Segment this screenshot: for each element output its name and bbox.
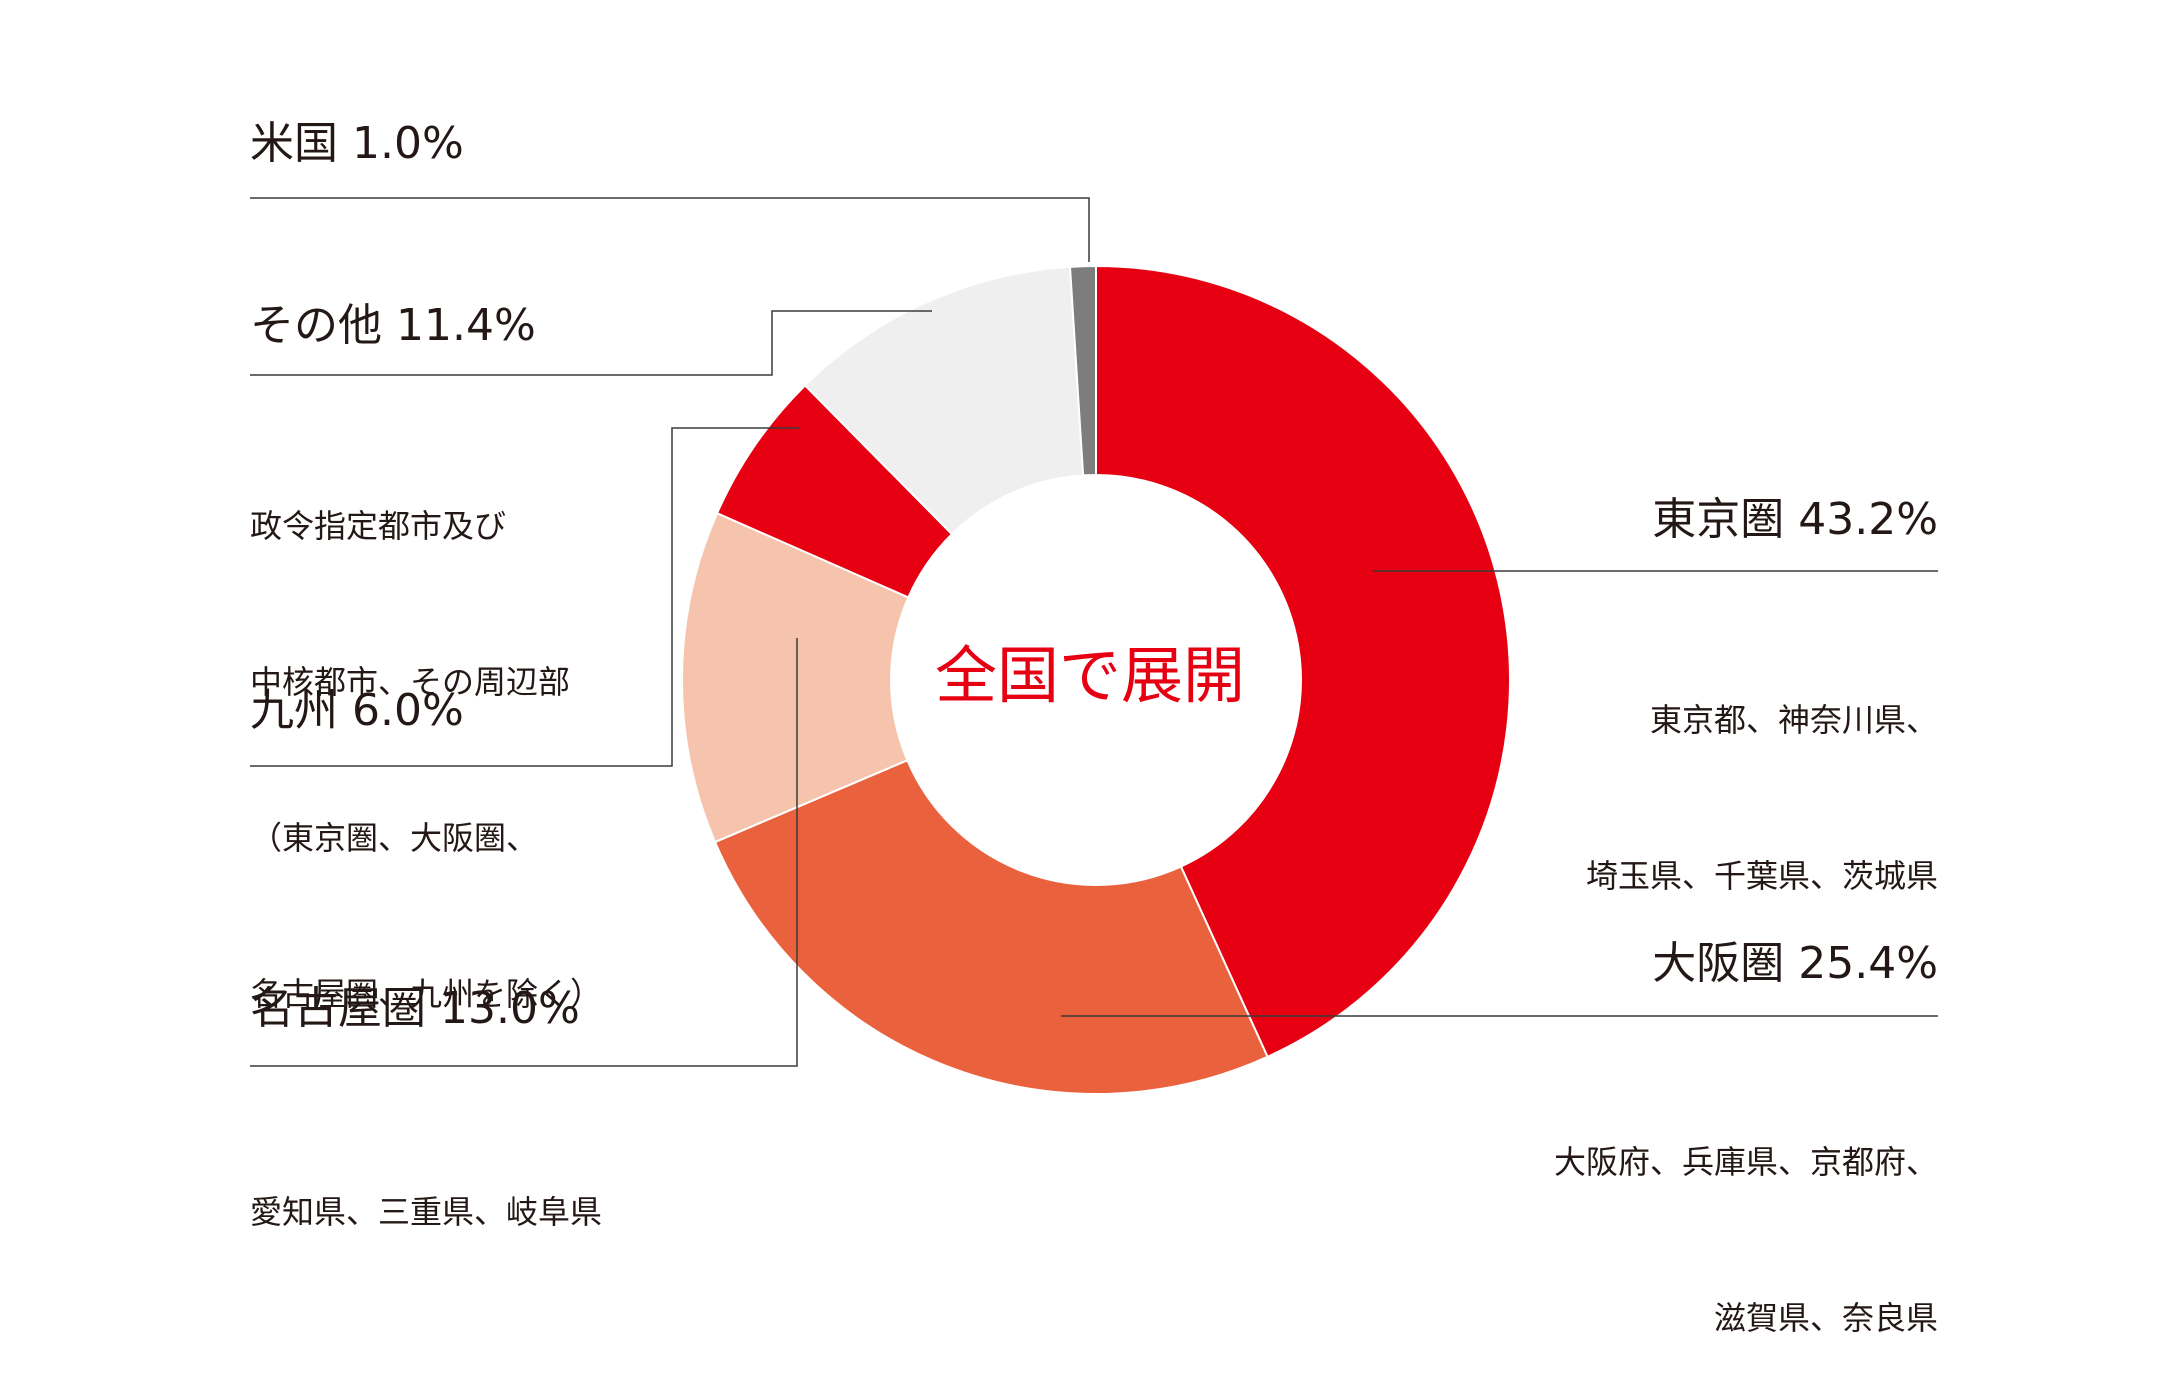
- desc-osaka-line: 大阪府、兵庫県、京都府、: [1553, 1143, 1938, 1181]
- donut-chart: [250, 197, 1938, 1095]
- desc-osaka: 大阪府、兵庫県、京都府、 滋賀県、奈良県: [1554, 1032, 1938, 1396]
- desc-nagoya: 愛知県、三重県、岐阜県: [250, 1082, 602, 1290]
- leader-line-4: [250, 310, 932, 376]
- leader-line-2: [250, 638, 798, 1067]
- leader-line-3: [250, 427, 799, 767]
- label-nagoya: 名古屋圏 13.0%: [250, 983, 580, 1034]
- leader-lines: [250, 197, 1938, 1067]
- leader-line-5: [250, 197, 1090, 262]
- desc-other-line: （東京圏、大阪圏、: [250, 819, 539, 857]
- desc-osaka-line: 滋賀県、奈良県: [1713, 1299, 1938, 1337]
- slice-2: [681, 511, 910, 844]
- desc-tokyo-line: 東京都、神奈川県、: [1649, 701, 1938, 739]
- desc-other-line: 中核都市、その周辺部: [250, 663, 571, 701]
- desc-tokyo-line: 埼玉県、千葉県、茨城県: [1585, 857, 1938, 895]
- slice-5: [1068, 264, 1097, 477]
- label-other: その他 11.4%: [250, 300, 536, 351]
- donut-slices: [681, 264, 1511, 1095]
- desc-other-line: 名古屋圏、九州を除く）: [250, 975, 603, 1013]
- desc-other-line: 政令指定都市及び: [250, 507, 507, 545]
- slice-1: [713, 758, 1269, 1095]
- desc-tokyo: 東京都、神奈川県、 埼玉県、千葉県、茨城県: [1586, 590, 1938, 954]
- center-label: 全国で展開: [934, 639, 1245, 712]
- label-osaka: 大阪圏 25.4%: [1652, 938, 1938, 989]
- desc-other: 政令指定都市及び 中核都市、その周辺部 （東京圏、大阪圏、 名古屋圏、九州を除く…: [250, 396, 602, 1072]
- slice-0: [1095, 264, 1511, 1059]
- slice-4: [803, 265, 1085, 536]
- label-kyushu: 九州 6.0%: [250, 685, 464, 736]
- label-usa: 米国 1.0%: [250, 118, 464, 169]
- desc-nagoya-line: 愛知県、三重県、岐阜県: [250, 1193, 603, 1231]
- label-tokyo: 東京圏 43.2%: [1652, 494, 1938, 545]
